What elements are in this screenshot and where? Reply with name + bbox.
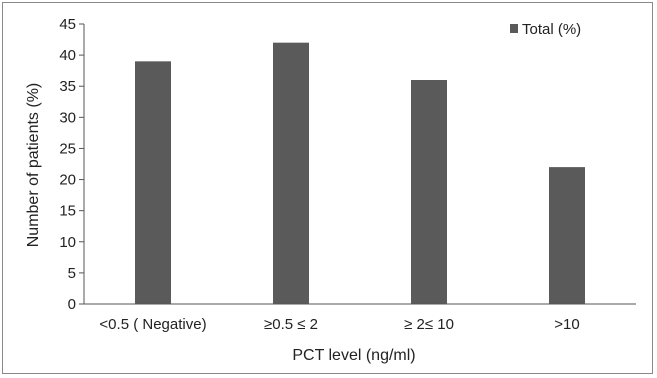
legend: Total (%) [510, 21, 581, 38]
y-tick-label: 35 [59, 78, 76, 95]
y-tick-label: 25 [59, 140, 76, 157]
x-tick-label: >10 [554, 316, 579, 333]
y-tick-label: 0 [68, 296, 76, 313]
y-tick-label: 10 [59, 234, 76, 251]
y-tick-label: 15 [59, 203, 76, 220]
x-axis-title: PCT level (ng/ml) [292, 347, 415, 364]
x-tick-label: ≥ 2≤ 10 [404, 316, 454, 333]
legend-swatch [510, 24, 518, 33]
bars [135, 42, 585, 305]
y-tick-label: 45 [59, 16, 76, 33]
x-tick-label: <0.5 ( Negative) [99, 316, 206, 333]
legend-label: Total (%) [522, 21, 581, 38]
chart-frame [2, 2, 653, 374]
y-tick-label: 40 [59, 47, 76, 64]
y-tick-label: 20 [59, 172, 76, 189]
x-axis-ticks: <0.5 ( Negative) ≥0.5 ≤ 2 ≥ 2≤ 10 >10 [99, 316, 579, 333]
bar [273, 42, 309, 305]
y-tick-label: 30 [59, 109, 76, 126]
bar [135, 61, 171, 305]
y-axis-ticks: 0 5 10 15 20 25 30 35 40 45 [59, 16, 84, 313]
y-tick-label: 5 [68, 265, 76, 282]
x-tick-label: ≥0.5 ≤ 2 [264, 316, 318, 333]
bar [549, 167, 585, 304]
bar [411, 80, 447, 304]
y-axis-title: Number of patients (%) [25, 83, 42, 248]
